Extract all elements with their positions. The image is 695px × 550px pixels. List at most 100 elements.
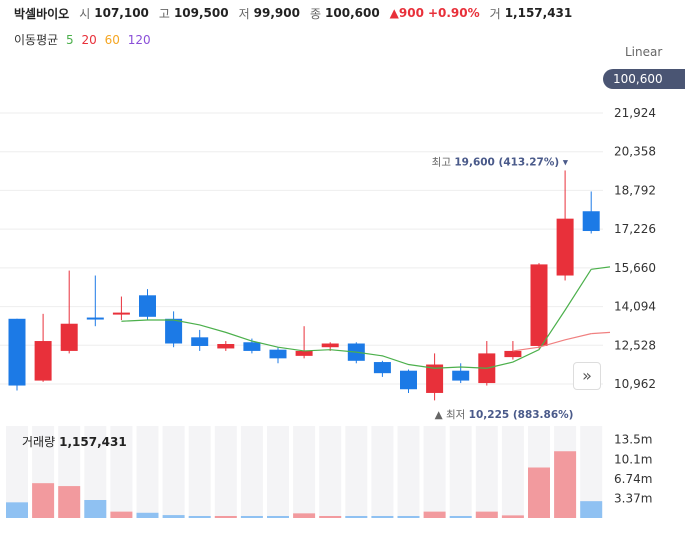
candle-body [426, 364, 444, 393]
candle-body [34, 341, 52, 381]
candle-body [452, 370, 470, 381]
volume-bg-column [475, 426, 498, 518]
candles [8, 170, 600, 401]
candle-body [556, 218, 574, 276]
volume-bar [32, 483, 55, 518]
volume-panel-title: 거래량 [22, 435, 56, 449]
volume-value: 1,157,431 [504, 6, 573, 20]
volume-bar [188, 516, 211, 518]
change-value: ▲900 [389, 6, 424, 20]
volume-bg-column [240, 426, 263, 518]
low-annotation: ▲ 최저 10,225 (883.86%) [435, 409, 574, 421]
y-tick-label: 21,924 [614, 106, 656, 120]
volume-bg-column [319, 426, 342, 518]
volume-bar [423, 511, 446, 518]
volume-bg-column [136, 426, 159, 518]
volume-bar [371, 516, 394, 518]
candle-body [295, 350, 313, 356]
high-value: 109,500 [173, 6, 229, 20]
y-tick-label: 14,094 [614, 300, 656, 314]
scale-type-dropdown[interactable]: Linear [625, 45, 663, 59]
current-price-badge: 100,600 [603, 69, 685, 89]
candle-body [139, 295, 156, 317]
volume-bg-column [188, 426, 211, 518]
volume-panel-label: 거래량 1,157,431 [22, 433, 127, 450]
y-tick-label: 17,226 [614, 222, 656, 236]
stock-name: 박셀바이오 [14, 6, 70, 21]
low-value: 99,900 [253, 6, 300, 20]
volume-bar [267, 516, 289, 518]
candle-body [321, 343, 339, 348]
volume-bar [528, 467, 550, 518]
volume-bg-column [214, 426, 237, 518]
volume-bg-column [110, 426, 133, 518]
scroll-right-button[interactable]: » [573, 362, 601, 390]
volume-axis-ticks: 13.5m 10.1m 6.74m 3.37m [614, 433, 652, 506]
close-label: 종 [309, 6, 322, 21]
volume-tick-label: 13.5m [614, 433, 652, 447]
ma20-line-extension [591, 331, 611, 335]
open-value: 107,100 [94, 6, 149, 20]
ma-5: 5 [66, 33, 74, 47]
volume-bar [214, 516, 237, 518]
candle-body [191, 337, 209, 346]
volume-tick-label: 6.74m [614, 472, 652, 486]
low-label: 저 [238, 6, 250, 21]
stock-header: 박셀바이오 시 107,100 고 109,500 저 99,900 종 100… [14, 4, 578, 22]
ma20-line [512, 333, 592, 352]
volume-bar [501, 515, 524, 518]
volume-bar [345, 516, 368, 518]
ma-120: 120 [127, 33, 151, 47]
candle-body [112, 312, 130, 315]
volume-bar [580, 501, 603, 518]
candle-body [86, 317, 104, 320]
y-tick-label: 15,660 [614, 261, 656, 275]
volume-bar [240, 516, 263, 518]
volume-bg-column [6, 426, 28, 518]
close-value: 100,600 [325, 6, 380, 20]
volume-bar [58, 486, 81, 518]
volume-bar [397, 516, 420, 518]
y-axis-ticks: 21,924 20,358 18,792 17,226 15,660 14,094 12,5… [614, 106, 656, 391]
volume-bar [475, 511, 498, 518]
high-label: 고 [158, 6, 170, 21]
candle-body [400, 370, 417, 390]
ma-lines [121, 266, 611, 369]
volume-bar [293, 513, 316, 518]
grid-lines [0, 112, 603, 385]
volume-tick-label: 10.1m [614, 452, 652, 466]
volume-bg-column [267, 426, 289, 518]
ma5-line [121, 269, 592, 369]
ma-60: 60 [104, 33, 120, 47]
candle-body [530, 264, 548, 346]
volume-bg-column [371, 426, 394, 518]
volume-bar [84, 500, 107, 518]
ma-legend-label: 이동평균 [14, 33, 59, 47]
candle-body [373, 362, 391, 374]
volume-bars [6, 426, 603, 518]
y-tick-label: 20,358 [614, 145, 656, 159]
volume-bg-column [423, 426, 446, 518]
candle-body [504, 350, 522, 358]
candle-body [269, 349, 287, 359]
candle-body [243, 342, 261, 351]
volume-bg-column [449, 426, 472, 518]
y-tick-label: 10,962 [614, 377, 656, 391]
volume-bar [319, 516, 342, 518]
volume-bg-column [293, 426, 316, 518]
annotations: 최고 19,600 (413.27%) ▾ ▲ 최저 10,225 (883.86… [432, 156, 574, 421]
volume-tick-label: 3.37m [614, 491, 652, 505]
ma-legend[interactable]: 이동평균 5 20 60 120 [14, 31, 155, 48]
candle-body [582, 211, 600, 232]
high-annotation: 최고 19,600 (413.27%) ▾ [432, 156, 569, 168]
volume-bg-column [162, 426, 185, 518]
open-label: 시 [79, 6, 91, 21]
volume-panel-value: 1,157,431 [59, 435, 127, 449]
candle-body [8, 318, 26, 386]
ma-20: 20 [81, 33, 97, 47]
volume-bg-column [580, 426, 603, 518]
candle-body [60, 323, 78, 351]
change-pct: +0.90% [427, 6, 480, 20]
volume-bar [136, 512, 159, 518]
